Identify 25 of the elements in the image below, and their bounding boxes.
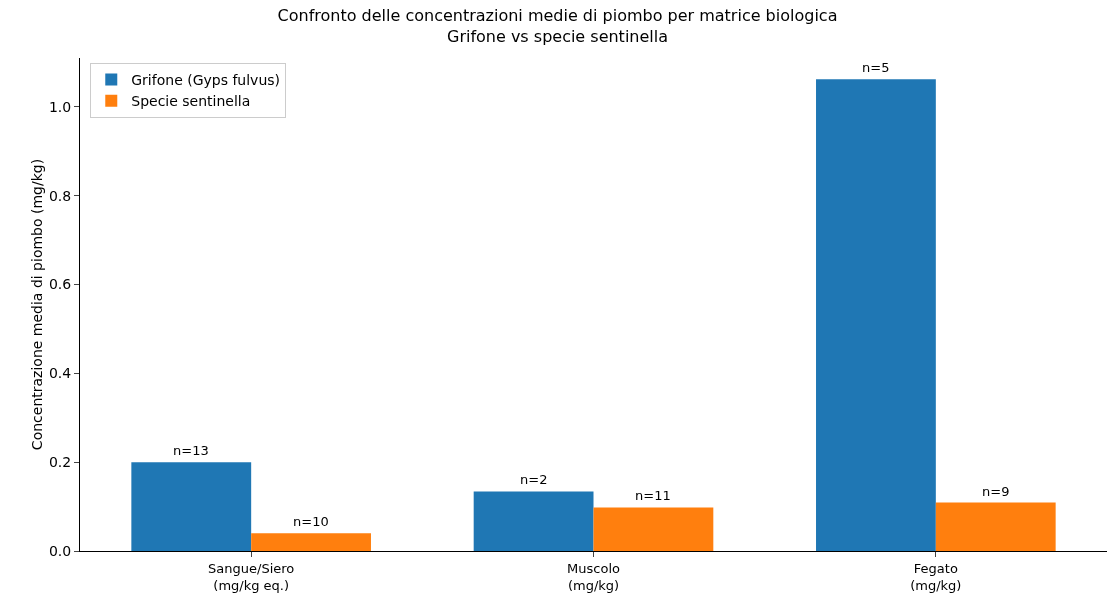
bar [473, 491, 594, 551]
bar [816, 79, 936, 551]
bar [593, 507, 714, 551]
y-tick-label: 0.0 [48, 542, 72, 559]
chart-title: Confronto delle concentrazioni medie di piombo per matrice biologica Grifone vs specie sentinella [277, 6, 838, 46]
annotation: n=10 [293, 514, 329, 529]
legend-label: Grifone (Gyps fulvus) [131, 71, 281, 88]
x-tick-label: Sangue/Siero (mg/kg eq.) [208, 560, 295, 593]
annotation: n=2 [520, 472, 548, 487]
bar [131, 462, 252, 551]
y-tick-label: 0.2 [48, 454, 72, 471]
annotation: n=9 [982, 484, 1010, 499]
y-axis-title: Concentrazione media di piombo (mg/kg) [29, 158, 45, 451]
annotation: n=5 [862, 60, 890, 75]
x-tick-label: Muscolo (mg/kg) [567, 560, 620, 593]
y-tick-label: 0.8 [48, 187, 72, 204]
annotation: n=13 [173, 443, 209, 458]
annotation: n=11 [635, 488, 671, 503]
bar [251, 533, 371, 551]
bar [935, 502, 1056, 551]
x-tick-label: Fegato (mg/kg) [910, 560, 962, 593]
legend-label: Specie sentinella [131, 93, 251, 110]
y-tick-label: 0.4 [48, 365, 72, 382]
y-tick-label: 1.0 [48, 98, 72, 115]
y-tick-label: 0.6 [48, 276, 72, 293]
